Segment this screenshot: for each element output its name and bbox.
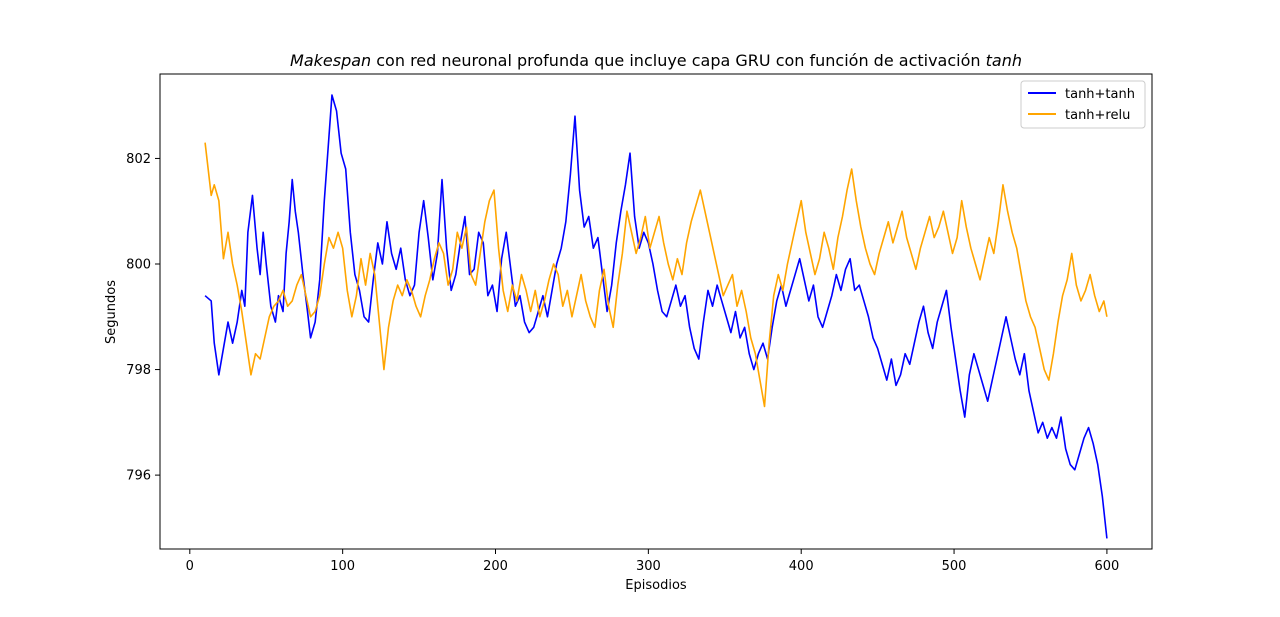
y-axis: 796 798 800 802 (126, 152, 160, 484)
x-tick-label: 100 (330, 559, 355, 574)
legend-label-tanh-relu: tanh+relu (1065, 108, 1130, 123)
x-tick-label: 600 (1094, 559, 1119, 574)
series-line-tanh-tanh (204, 94, 1108, 539)
y-tick-label: 800 (126, 258, 151, 273)
chart-title-part: con red neuronal profunda que incluye ca… (371, 51, 985, 70)
x-tick-label: 400 (789, 559, 814, 574)
y-axis-label: Segundos (104, 280, 119, 344)
chart-title-part: tanh (986, 51, 1022, 70)
series-line-tanh-relu (204, 142, 1108, 408)
x-tick-label: 0 (186, 559, 194, 574)
plot-frame (159, 73, 1153, 550)
chart-title: Makespan con red neuronal profunda que i… (290, 51, 1022, 70)
y-tick-label: 796 (126, 469, 151, 484)
x-tick-label: 300 (636, 559, 661, 574)
x-axis-label: Episodios (625, 578, 687, 593)
chart-title-part: Makespan (290, 51, 371, 70)
y-tick-label: 798 (126, 363, 151, 378)
legend-label-tanh-tanh: tanh+tanh (1065, 87, 1135, 102)
x-axis: 0 100 200 300 400 500 600 (186, 549, 1119, 574)
x-tick-label: 500 (942, 559, 967, 574)
plot-background (160, 74, 1152, 549)
plot-area (159, 73, 1153, 550)
y-tick-label: 802 (126, 152, 151, 167)
legend: tanh+tanh tanh+relu (1020, 80, 1146, 129)
x-tick-label: 200 (483, 559, 508, 574)
series-layer (204, 94, 1108, 539)
